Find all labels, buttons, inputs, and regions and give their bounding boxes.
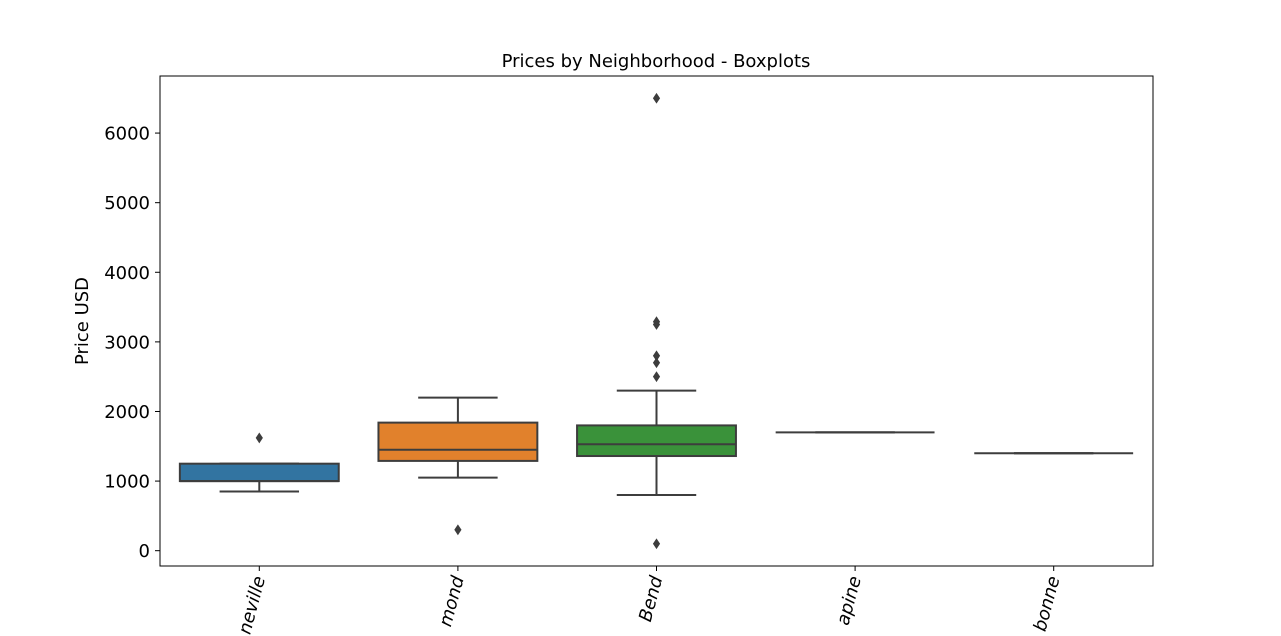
outlier-point [652,92,661,104]
box [576,424,737,458]
chart-title: Prices by Neighborhood - Boxplots [502,51,811,72]
x-tick-label: mond [435,573,469,629]
outlier-point [652,316,661,328]
y-axis-label: Price USD [72,277,93,365]
outlier-point [652,538,661,550]
x-tick-label: Bend [635,573,667,624]
outlier-point [454,524,462,536]
box [178,462,340,483]
y-tick-label: 3000 [104,332,150,353]
x-tick-label: neville [235,574,271,636]
y-tick-label: 1000 [104,472,150,493]
outlier-point [652,350,661,362]
outlier-point [652,371,661,383]
x-tick-label: bonne [1030,574,1065,634]
outlier-point [255,432,263,444]
plot-area: 0 1000 2000 3000 4000 5000 6000 neville mond Bend… [104,75,1154,636]
y-tick-label: 4000 [104,263,150,284]
y-tick-label: 5000 [104,193,150,214]
outlier-point [652,357,661,369]
y-tick-label: 6000 [104,124,150,145]
x-tick-label: apine [833,574,866,628]
y-tick-label: 0 [139,541,150,562]
box [377,421,539,462]
y-tick-label: 2000 [104,402,150,423]
